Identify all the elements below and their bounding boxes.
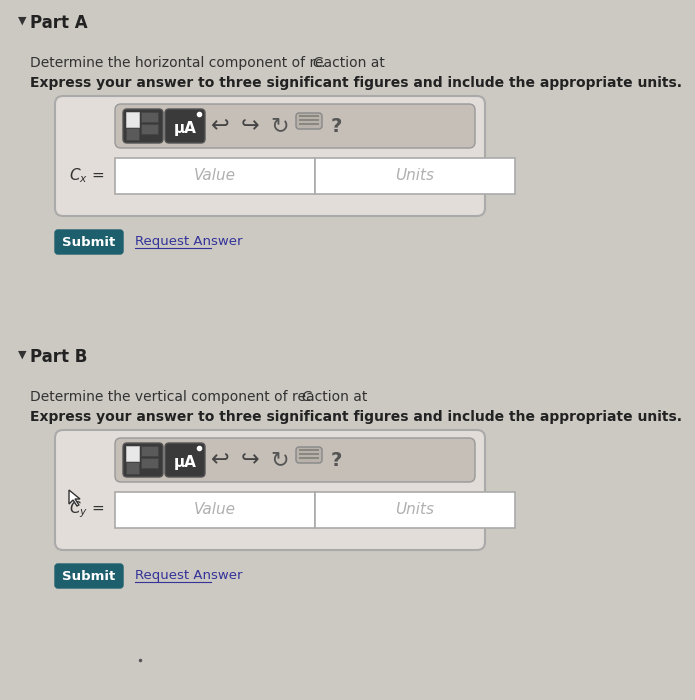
Bar [126, 112, 139, 127]
Text: Units: Units [395, 169, 434, 183]
FancyBboxPatch shape [55, 564, 123, 588]
Text: ↩: ↩ [211, 116, 229, 136]
Text: C.: C. [301, 390, 316, 404]
Text: ?: ? [330, 451, 342, 470]
Text: $C_x$ =: $C_x$ = [69, 167, 104, 186]
FancyBboxPatch shape [296, 113, 322, 129]
Bar [141, 112, 158, 122]
Text: ?: ? [330, 116, 342, 136]
Bar [141, 446, 158, 456]
Bar [115, 492, 315, 528]
Text: Request Answer: Request Answer [135, 235, 243, 248]
Bar [299, 115, 319, 117]
FancyBboxPatch shape [55, 430, 485, 550]
Text: Units: Units [395, 503, 434, 517]
Bar [299, 123, 319, 125]
Text: ↪: ↪ [240, 116, 259, 136]
FancyBboxPatch shape [115, 104, 475, 148]
Bar [126, 128, 139, 140]
Bar [299, 457, 319, 459]
FancyBboxPatch shape [123, 109, 163, 143]
Bar [126, 446, 139, 461]
Text: Part A: Part A [30, 14, 88, 32]
FancyBboxPatch shape [165, 109, 205, 143]
Bar [115, 158, 315, 194]
Bar [126, 462, 139, 474]
Text: $C_y$ =: $C_y$ = [69, 500, 104, 520]
Text: Part B: Part B [30, 348, 88, 366]
Text: ↩: ↩ [211, 450, 229, 470]
Bar [299, 119, 319, 121]
Bar [141, 124, 158, 134]
Text: Express your answer to three significant figures and include the appropriate uni: Express your answer to three significant… [30, 410, 682, 424]
FancyBboxPatch shape [55, 96, 485, 216]
FancyBboxPatch shape [115, 438, 475, 482]
FancyBboxPatch shape [165, 443, 205, 477]
Bar [315, 492, 515, 528]
Text: ▼: ▼ [18, 350, 26, 360]
Polygon shape [69, 490, 80, 506]
Text: ↻: ↻ [270, 116, 289, 136]
Bar [299, 449, 319, 451]
Text: μA: μA [174, 456, 197, 470]
Text: Value: Value [194, 169, 236, 183]
FancyBboxPatch shape [123, 443, 163, 477]
Text: Request Answer: Request Answer [135, 570, 243, 582]
Text: C.: C. [313, 56, 327, 70]
Text: Express your answer to three significant figures and include the appropriate uni: Express your answer to three significant… [30, 76, 682, 90]
Text: ▼: ▼ [18, 16, 26, 26]
Bar [141, 458, 158, 468]
Text: Submit: Submit [63, 570, 115, 582]
Bar [315, 158, 515, 194]
Text: ↪: ↪ [240, 450, 259, 470]
FancyBboxPatch shape [296, 447, 322, 463]
Text: Value: Value [194, 503, 236, 517]
Text: ↻: ↻ [270, 450, 289, 470]
Text: Determine the horizontal component of reaction at: Determine the horizontal component of re… [30, 56, 389, 70]
FancyBboxPatch shape [55, 230, 123, 254]
Bar [299, 453, 319, 455]
Text: Submit: Submit [63, 235, 115, 248]
Text: Determine the vertical component of reaction at: Determine the vertical component of reac… [30, 390, 372, 404]
Text: μA: μA [174, 122, 197, 136]
